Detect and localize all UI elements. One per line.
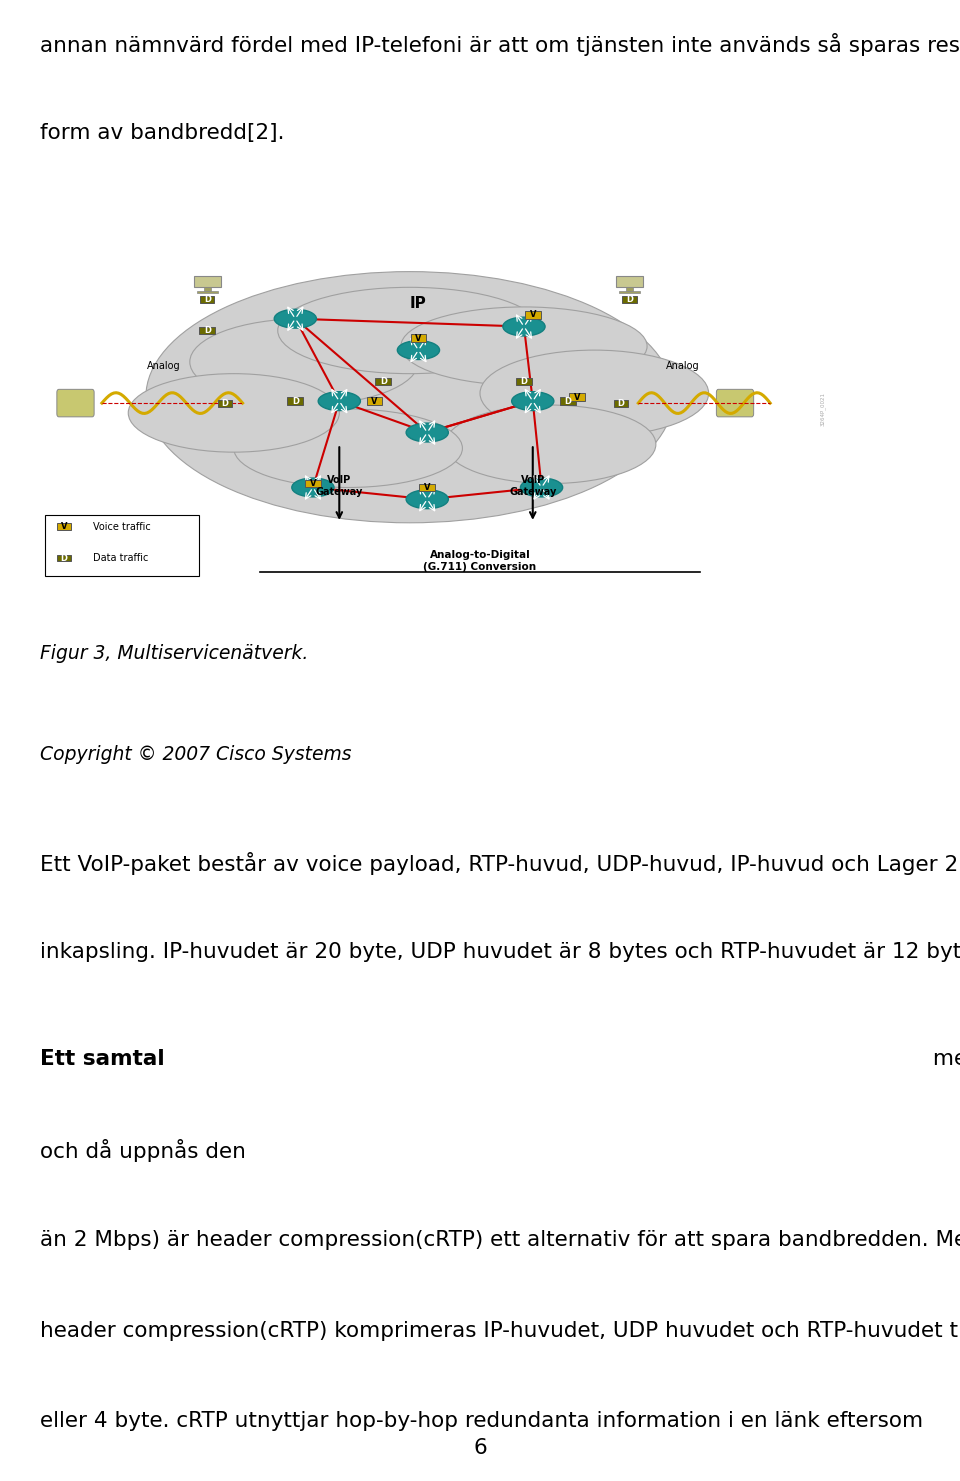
- Bar: [200, 327, 215, 335]
- Ellipse shape: [292, 478, 334, 498]
- Ellipse shape: [146, 271, 674, 523]
- Text: D: D: [380, 378, 387, 387]
- Text: Analog: Analog: [147, 361, 180, 370]
- FancyBboxPatch shape: [716, 390, 754, 416]
- Text: D: D: [617, 398, 624, 407]
- Text: 3264P_0021: 3264P_0021: [820, 392, 826, 427]
- Bar: [204, 287, 211, 292]
- Text: D: D: [626, 295, 633, 304]
- Text: Voice traffic: Voice traffic: [93, 521, 151, 532]
- Bar: [420, 484, 435, 492]
- Text: V: V: [424, 483, 430, 492]
- FancyBboxPatch shape: [57, 390, 94, 416]
- Bar: [305, 480, 321, 487]
- Ellipse shape: [318, 391, 360, 410]
- Bar: [411, 335, 426, 342]
- Ellipse shape: [512, 391, 554, 410]
- Text: header compression(cRTP) komprimeras IP-huvudet, UDP huvudet och RTP-huvudet til: header compression(cRTP) komprimeras IP-…: [40, 1321, 960, 1340]
- Bar: [58, 523, 71, 530]
- Text: D: D: [60, 554, 67, 563]
- Bar: [194, 277, 221, 287]
- Text: Analog-to-Digital
(G.711) Conversion: Analog-to-Digital (G.711) Conversion: [423, 551, 537, 572]
- Bar: [622, 296, 636, 302]
- Text: V: V: [415, 333, 421, 342]
- Bar: [626, 287, 633, 292]
- Text: D: D: [292, 397, 299, 406]
- Bar: [40, 225, 920, 618]
- Text: VoIP
Gateway: VoIP Gateway: [509, 475, 557, 496]
- Text: 6: 6: [473, 1438, 487, 1459]
- Text: V: V: [60, 523, 67, 532]
- Text: Data traffic: Data traffic: [93, 552, 149, 563]
- Ellipse shape: [520, 478, 563, 498]
- Text: D: D: [204, 295, 211, 304]
- Ellipse shape: [277, 287, 541, 373]
- Text: Analog: Analog: [665, 361, 699, 370]
- Text: D: D: [204, 326, 211, 335]
- Ellipse shape: [406, 424, 448, 441]
- Bar: [375, 378, 391, 385]
- Bar: [560, 397, 576, 404]
- Text: form av bandbredd[2].: form av bandbredd[2].: [40, 123, 285, 144]
- Text: V: V: [310, 478, 316, 489]
- Ellipse shape: [397, 341, 440, 360]
- Bar: [619, 292, 640, 293]
- Bar: [525, 311, 540, 318]
- Text: D: D: [520, 378, 527, 387]
- Bar: [367, 397, 382, 404]
- Text: med IP-telefoni kräver 85 Kbps med IP header och ethernet header kodat i G.711: med IP-telefoni kräver 85 Kbps med IP he…: [925, 1049, 960, 1069]
- Bar: [218, 400, 232, 407]
- Ellipse shape: [406, 490, 448, 508]
- Text: Ett VoIP-paket består av voice payload, RTP-huvud, UDP-huvud, IP-huvud och Lager: Ett VoIP-paket består av voice payload, …: [40, 852, 959, 875]
- Bar: [569, 394, 585, 401]
- Bar: [201, 296, 214, 302]
- Bar: [45, 515, 199, 576]
- Text: V: V: [372, 397, 377, 406]
- Text: Figur 3, Multiservicenätverk.: Figur 3, Multiservicenätverk.: [40, 644, 309, 662]
- Bar: [287, 397, 303, 404]
- Text: än 2 Mbps) är header compression(cRTP) ett alternativ för att spara bandbredden.: än 2 Mbps) är header compression(cRTP) e…: [40, 1231, 960, 1250]
- Ellipse shape: [234, 409, 463, 487]
- Text: eller 4 byte. cRTP utnyttjar hop-by-hop redundanta information i en länk efterso: eller 4 byte. cRTP utnyttjar hop-by-hop …: [40, 1411, 924, 1432]
- Text: annan nämnvärd fördel med IP-telefoni är att om tjänsten inte används så sparas : annan nämnvärd fördel med IP-telefoni är…: [40, 33, 960, 56]
- Bar: [516, 378, 532, 385]
- Ellipse shape: [275, 310, 317, 329]
- Text: D: D: [564, 397, 571, 406]
- Ellipse shape: [444, 404, 656, 483]
- Ellipse shape: [480, 350, 708, 437]
- Ellipse shape: [503, 317, 545, 336]
- Text: VoIP
Gateway: VoIP Gateway: [316, 475, 363, 496]
- Text: Copyright © 2007 Cisco Systems: Copyright © 2007 Cisco Systems: [40, 745, 351, 764]
- Text: V: V: [573, 392, 580, 401]
- Text: och då uppnås den: och då uppnås den: [40, 1139, 253, 1163]
- Text: D: D: [222, 398, 228, 407]
- Bar: [616, 277, 642, 287]
- Text: inkapsling. IP-huvudet är 20 byte, UDP huvudet är 8 bytes och RTP-huvudet är 12 : inkapsling. IP-huvudet är 20 byte, UDP h…: [40, 942, 960, 963]
- Bar: [613, 400, 628, 407]
- Text: Ett samtal: Ett samtal: [40, 1049, 165, 1069]
- Bar: [58, 555, 71, 561]
- Ellipse shape: [401, 307, 647, 385]
- Bar: [197, 292, 218, 293]
- Ellipse shape: [129, 373, 339, 452]
- Ellipse shape: [190, 318, 419, 404]
- Text: V: V: [530, 311, 536, 320]
- Text: IP: IP: [410, 296, 427, 311]
